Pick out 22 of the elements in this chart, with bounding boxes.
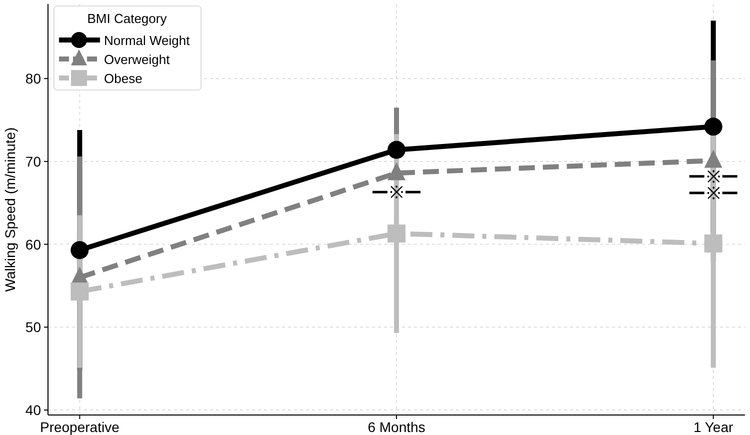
point [70,282,89,301]
y-tick-label: 50 [25,319,42,336]
annotation: ※ [390,183,404,202]
y-tick-label: 60 [25,236,42,252]
y-tick-label: 80 [25,70,42,87]
x-tick-label: 6 Months [368,419,426,435]
x-tick-label: Preoperative [40,419,120,435]
annotation: ※ [706,184,720,203]
legend-label: Overweight [104,52,170,67]
x-tick-label: 1 Year [693,419,734,435]
point [388,140,406,159]
legend-label: Obese [104,71,142,86]
point [70,241,89,260]
legend-label: Normal Weight [104,33,190,48]
point [704,118,722,136]
point [388,224,406,243]
point [704,234,722,252]
y-axis-title: Walking Speed (m/minute) [2,127,18,292]
legend-title: BMI Category [87,11,168,26]
y-tick-label: 40 [25,402,42,418]
annotation: ※ [706,167,720,186]
y-tick-label: 70 [25,153,42,170]
